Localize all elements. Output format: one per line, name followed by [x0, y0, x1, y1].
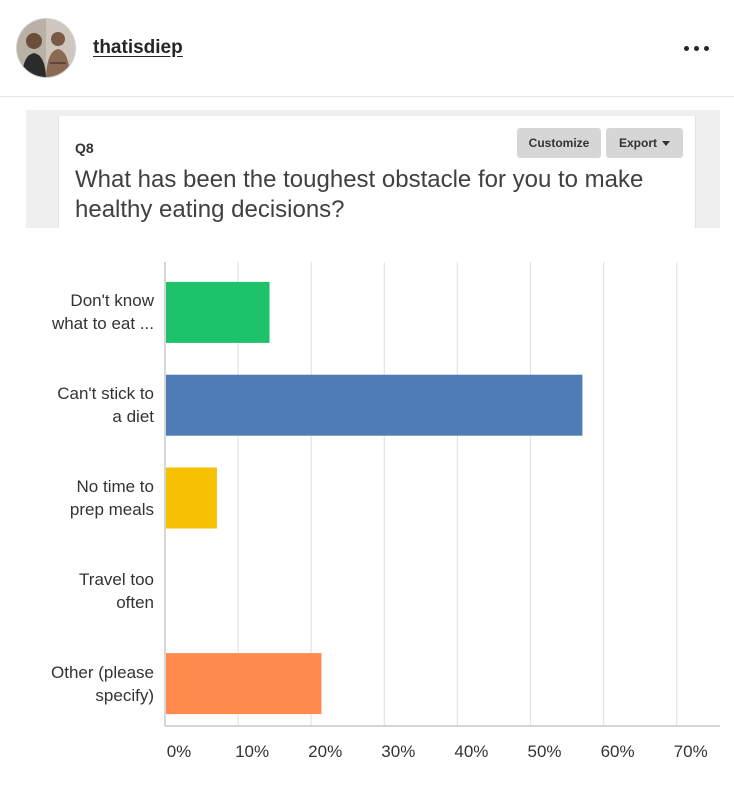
x-tick-label: 20% — [308, 742, 343, 761]
category-label-line: No time to — [76, 477, 154, 496]
x-tick-label: 10% — [235, 742, 270, 761]
category-label: Can't stick to a diet — [4, 382, 154, 428]
chart-canvas — [164, 262, 720, 727]
survey-question-card: Q8 Customize Export What has been the to… — [58, 116, 696, 228]
category-label-line: Don't know — [70, 291, 154, 311]
x-tick-label: 60% — [600, 742, 635, 761]
category-label: No time to prep meals — [4, 475, 154, 521]
export-label: Export — [618, 136, 657, 150]
bar[interactable] — [166, 467, 217, 529]
question-text: What has been the toughest obstacle for … — [75, 166, 644, 223]
x-tick-label: 40% — [454, 742, 489, 761]
category-label-line: what to eat ... — [51, 314, 154, 334]
customize-button[interactable]: Customize — [517, 128, 601, 158]
x-tick-label: 50% — [527, 742, 562, 761]
avatar-photo-icon — [17, 19, 75, 77]
x-tick-label: 30% — [381, 742, 416, 761]
x-tick-label: 70% — [673, 742, 708, 761]
export-button[interactable]: Export — [606, 128, 683, 158]
avatar[interactable] — [17, 19, 75, 77]
category-label-line: Travel too — [79, 569, 154, 589]
survey-card-background: Q8 Customize Export What has been the to… — [26, 110, 720, 228]
username-link[interactable]: thatisdiep — [93, 37, 183, 58]
bar[interactable] — [166, 374, 583, 436]
category-label-line: Can't stick to — [57, 384, 154, 404]
bar[interactable] — [166, 653, 322, 715]
caret-down-icon — [662, 141, 670, 147]
category-label-line: Other (please — [51, 662, 154, 682]
x-tick-label: 0% — [166, 742, 192, 761]
post-header: thatisdiep — [0, 0, 734, 97]
category-label: Don't know what to eat ... — [4, 289, 154, 335]
category-label-line: often — [116, 592, 154, 612]
question-number: Q8 — [75, 140, 94, 156]
category-label: Other (please specify) — [4, 661, 154, 707]
bar[interactable] — [166, 281, 270, 343]
bar-chart: Don't know what to eat ... Can't stick to a… — [0, 232, 734, 800]
category-label-line: a diet — [112, 407, 154, 427]
category-label-line: specify) — [95, 685, 154, 705]
category-label-line: prep meals — [69, 500, 154, 519]
category-label: Travel too often — [4, 568, 154, 614]
more-options-icon[interactable] — [682, 38, 712, 58]
